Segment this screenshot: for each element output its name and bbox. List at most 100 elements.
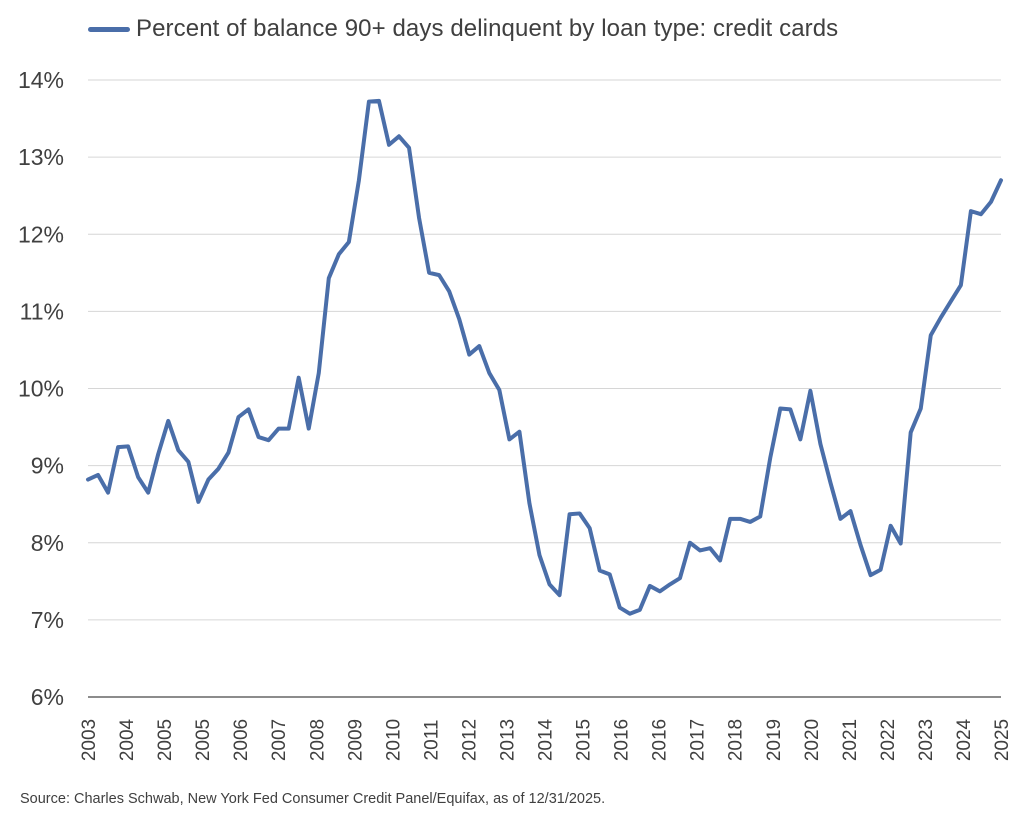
y-tick-label: 10% xyxy=(18,376,64,402)
data-point xyxy=(949,299,953,303)
data-point xyxy=(548,582,552,586)
x-tick-label: 2003 xyxy=(79,719,100,761)
data-point xyxy=(708,546,712,550)
data-point xyxy=(869,573,873,577)
data-point xyxy=(497,388,501,392)
data-point xyxy=(959,283,963,287)
data-point xyxy=(467,353,471,357)
data-point xyxy=(889,524,893,528)
data-point xyxy=(317,371,321,375)
data-point xyxy=(728,517,732,521)
data-point xyxy=(658,589,662,593)
x-tick-label: 2017 xyxy=(688,719,709,761)
y-tick-label: 6% xyxy=(31,684,64,710)
data-point xyxy=(447,289,451,293)
data-point xyxy=(86,478,90,482)
data-point xyxy=(638,608,642,612)
legend-swatch xyxy=(88,26,130,32)
x-tick-label: 2010 xyxy=(383,719,404,761)
x-tick-label: 2013 xyxy=(497,719,518,761)
data-point xyxy=(297,376,301,380)
y-tick-label: 14% xyxy=(18,67,64,93)
data-point xyxy=(919,407,923,411)
data-point xyxy=(116,445,120,449)
y-tick-label: 12% xyxy=(18,221,64,247)
series-line-credit-cards xyxy=(86,98,1003,616)
y-tick-label: 7% xyxy=(31,607,64,633)
legend: Percent of balance 90+ days delinquent b… xyxy=(88,15,838,43)
data-point xyxy=(778,407,782,411)
data-point xyxy=(196,500,200,504)
gridlines xyxy=(88,79,1001,621)
data-point xyxy=(407,146,411,150)
data-point xyxy=(969,209,973,213)
data-point xyxy=(347,240,351,244)
data-point xyxy=(307,427,311,431)
line-chart: 6% 7% 8% 9% 10% 11% 12% 13% 14% 2003 2004 2005 2005… xyxy=(18,67,1013,761)
data-point xyxy=(156,452,160,456)
data-point xyxy=(377,99,381,103)
data-point xyxy=(979,212,983,216)
data-point xyxy=(838,517,842,521)
y-axis-ticks: 6% 7% 8% 9% 10% 11% 12% 13% 14% xyxy=(18,67,64,710)
x-tick-label: 2018 xyxy=(726,719,747,761)
y-tick-label: 8% xyxy=(31,530,64,556)
y-tick-label: 11% xyxy=(20,298,64,324)
data-point xyxy=(828,481,832,485)
legend-label: Percent of balance 90+ days delinquent b… xyxy=(136,15,839,42)
data-point xyxy=(186,460,190,464)
x-tick-label: 2006 xyxy=(231,719,252,761)
x-tick-label: 2019 xyxy=(764,719,785,761)
data-point xyxy=(849,509,853,513)
y-tick-label: 13% xyxy=(18,144,64,170)
data-point xyxy=(768,456,772,460)
data-point xyxy=(216,467,220,471)
data-point xyxy=(899,542,903,546)
data-point xyxy=(678,576,682,580)
data-point xyxy=(818,442,822,446)
x-tick-label: 2005 xyxy=(155,719,176,761)
x-tick-label: 2008 xyxy=(307,719,328,761)
data-point xyxy=(96,473,100,477)
data-point xyxy=(267,438,271,442)
data-point xyxy=(176,448,180,452)
data-point xyxy=(397,134,401,138)
x-tick-label: 2015 xyxy=(574,719,595,761)
data-point xyxy=(568,512,572,516)
data-point xyxy=(909,430,913,434)
data-point xyxy=(738,517,742,521)
data-point xyxy=(487,371,491,375)
data-point xyxy=(247,407,251,411)
data-point xyxy=(427,271,431,275)
data-point xyxy=(939,316,943,320)
x-tick-label: 2020 xyxy=(802,719,823,761)
data-point xyxy=(808,389,812,393)
x-tick-label: 2016 xyxy=(650,719,671,761)
x-tick-label: 2022 xyxy=(878,719,899,761)
y-tick-label: 9% xyxy=(31,453,64,479)
data-point xyxy=(588,526,592,530)
data-point xyxy=(226,451,230,455)
data-point xyxy=(327,276,331,280)
data-point xyxy=(798,437,802,441)
data-point xyxy=(457,317,461,321)
data-point xyxy=(367,100,371,104)
x-tick-label: 2005 xyxy=(193,719,214,761)
data-point xyxy=(859,543,863,547)
data-point xyxy=(537,553,541,557)
data-point xyxy=(879,568,883,572)
x-tick-label: 2004 xyxy=(117,718,138,761)
x-tick-label: 2025 xyxy=(992,719,1013,761)
x-tick-label: 2009 xyxy=(345,719,366,761)
x-tick-label: 2007 xyxy=(269,719,290,761)
data-point xyxy=(257,435,261,439)
data-point xyxy=(788,407,792,411)
data-point xyxy=(517,430,521,434)
data-point xyxy=(668,582,672,586)
data-point xyxy=(106,491,110,495)
data-point xyxy=(236,415,240,419)
data-point xyxy=(628,612,632,616)
data-point xyxy=(578,511,582,515)
series-layer xyxy=(86,98,1003,616)
